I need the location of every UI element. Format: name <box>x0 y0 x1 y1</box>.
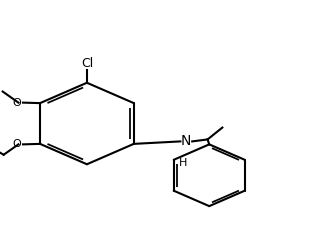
Text: H: H <box>179 158 187 168</box>
Text: O: O <box>12 139 21 149</box>
Text: Cl: Cl <box>81 57 93 70</box>
Text: O: O <box>12 98 21 108</box>
Text: N: N <box>181 134 192 148</box>
